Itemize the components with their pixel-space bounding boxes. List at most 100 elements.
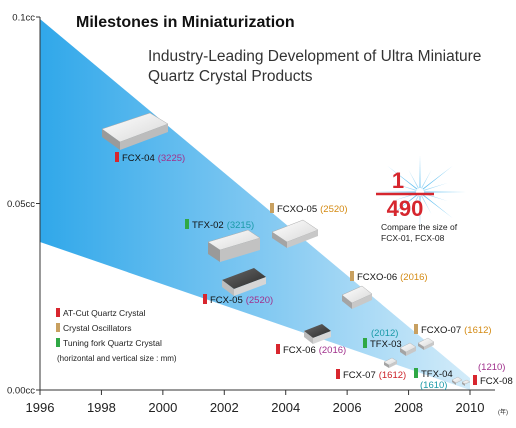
product-size: (2016)	[319, 345, 346, 356]
product-size: (1210)	[478, 362, 505, 373]
starburst-ray	[392, 182, 417, 191]
x-axis-unit: (年)	[498, 408, 508, 416]
product-size: (2520)	[246, 295, 273, 306]
starburst-ray	[408, 169, 419, 189]
package-fcx-05	[222, 268, 266, 296]
category-marker	[336, 369, 340, 379]
starburst-ray	[374, 191, 417, 193]
y-axis-ticks: 0.00cc 0.05cc 0.1cc	[7, 13, 40, 397]
starburst-ray	[408, 195, 419, 215]
product-name: TFX-04	[421, 369, 453, 380]
subtitle-line-1: Industry-Leading Development of Ultra Mi…	[148, 48, 481, 65]
legend-label-oscillator: Crystal Oscillators	[63, 323, 131, 333]
starburst-ray	[419, 195, 421, 229]
ratio-caption-line-2: FCX-01, FCX-08	[381, 233, 445, 243]
category-marker	[473, 375, 477, 385]
product-label-fcxo-05: FCXO-05 (2520)	[270, 203, 348, 215]
starburst-ray	[419, 155, 421, 189]
package-fcx-07	[383, 357, 398, 368]
x-axis-ticks: 1996 1998 2000 2002 2004 2006 2008 2010	[26, 390, 485, 415]
legend-swatch-at-cut	[56, 308, 60, 317]
ratio-callout: 1 490 Compare the size of FCX-01, FCX-08	[374, 155, 466, 243]
product-name: TFX-03	[370, 339, 402, 350]
product-label-fcx-06: FCX-06 (2016)	[276, 344, 346, 356]
x-tick-label: 1996	[26, 400, 55, 415]
ratio-denominator: 490	[387, 196, 424, 221]
product-label-fcx-07: FCX-07 (1612)	[336, 369, 406, 381]
product-label-tfx-02: TFX-02 (3215)	[185, 219, 254, 231]
legend-swatch-tuning-fork	[56, 338, 60, 347]
category-marker	[363, 338, 367, 348]
y-tick-label: 0.05cc	[7, 199, 35, 210]
product-labels: FCX-04 (3225)TFX-02 (3215)FCXO-05 (2520)FCX…	[115, 152, 513, 391]
product-size: (1612)	[464, 325, 491, 336]
product-name: FCX-07	[343, 370, 376, 381]
starburst-ray	[423, 182, 448, 191]
category-marker	[115, 152, 119, 162]
product-name: FCXO-07	[421, 325, 461, 336]
product-label-fcx-05: FCX-05 (2520)	[203, 294, 273, 306]
product-size: (3215)	[227, 220, 254, 231]
legend: AT-Cut Quartz Crystal Crystal Oscillator…	[56, 308, 177, 363]
subtitle-line-2: Quartz Crystal Products	[148, 68, 313, 85]
category-marker	[350, 271, 354, 281]
x-tick-label: 2010	[456, 400, 485, 415]
category-marker	[414, 324, 418, 334]
package-tfx-04	[451, 376, 463, 385]
product-name: FCX-05	[210, 295, 243, 306]
starburst-ray	[422, 165, 453, 190]
product-size: (3225)	[158, 153, 185, 164]
x-tick-label: 1998	[87, 400, 116, 415]
product-name: FCX-04	[122, 153, 155, 164]
starburst-ray	[423, 191, 466, 193]
product-label-tfx-03: TFX-03(2012)	[363, 328, 402, 350]
product-name: FCX-08	[480, 376, 513, 387]
product-label-fcx-08: FCX-08 (1210)	[473, 362, 513, 387]
product-label-tfx-04: TFX-04(1610)	[414, 368, 453, 391]
x-tick-label: 2002	[210, 400, 239, 415]
package-fcx-08	[461, 379, 471, 386]
package-fcxo-07	[417, 337, 435, 350]
product-label-fcxo-06: FCXO-06 (2016)	[350, 271, 428, 283]
x-tick-label: 2000	[148, 400, 177, 415]
legend-note: (horizontal and vertical size : mm)	[57, 354, 177, 363]
chart-title: Milestones in Miniaturization	[76, 14, 295, 31]
product-size: (1612)	[379, 370, 406, 381]
x-tick-label: 2008	[394, 400, 423, 415]
legend-swatch-oscillator	[56, 323, 60, 332]
package-tfx-03	[399, 342, 417, 356]
package-fcxo-06	[341, 285, 373, 309]
x-tick-label: 2004	[271, 400, 300, 415]
package-fcx-06	[304, 324, 331, 344]
ratio-numerator: 1	[392, 168, 404, 193]
product-name: FCX-06	[283, 345, 316, 356]
package-fcxo-05	[271, 219, 319, 248]
product-size: (2016)	[400, 272, 427, 283]
legend-label-tuning-fork: Tuning fork Quartz Crystal	[63, 338, 162, 348]
category-marker	[276, 344, 280, 354]
product-label-fcxo-07: FCXO-07 (1612)	[414, 324, 492, 336]
y-tick-label: 0.1cc	[12, 13, 35, 24]
product-size: (1610)	[420, 380, 447, 391]
product-name: TFX-02	[192, 220, 224, 231]
product-label-fcx-04: FCX-04 (3225)	[115, 152, 185, 164]
product-size: (2520)	[320, 204, 347, 215]
product-name: FCXO-06	[357, 272, 397, 283]
ratio-caption-line-1: Compare the size of	[381, 222, 458, 232]
starburst-ray	[421, 169, 432, 189]
starburst-ray	[387, 165, 418, 190]
x-tick-label: 2006	[333, 400, 362, 415]
category-marker	[270, 203, 274, 213]
category-marker	[414, 368, 418, 378]
starburst-ray	[387, 194, 418, 219]
package-fcx-04	[101, 112, 169, 150]
product-name: FCXO-05	[277, 204, 317, 215]
category-marker	[203, 294, 207, 304]
category-marker	[185, 219, 189, 229]
y-tick-label: 0.00cc	[7, 386, 35, 397]
package-tfx-02	[207, 229, 261, 262]
starburst-ray	[422, 194, 453, 219]
legend-label-at-cut: AT-Cut Quartz Crystal	[63, 308, 146, 318]
product-size: (2012)	[371, 328, 398, 339]
